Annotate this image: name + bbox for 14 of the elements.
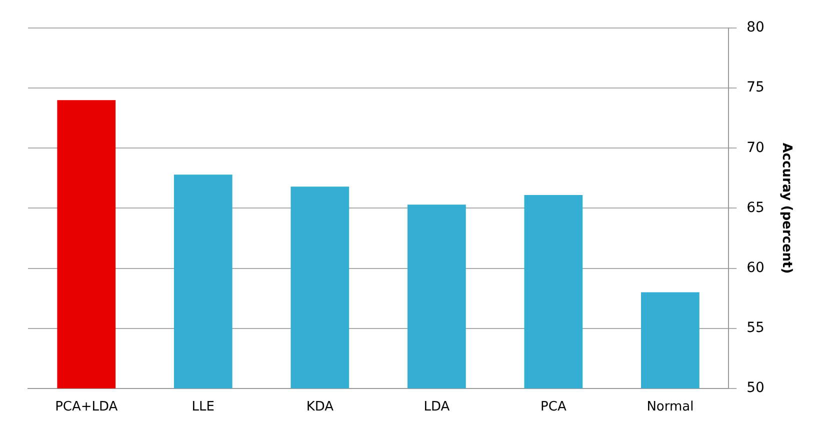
x-tick-label: PCA <box>540 400 566 415</box>
y-tick-label: 55 <box>746 320 764 336</box>
x-tick-label: Normal <box>646 400 694 415</box>
x-tick-label: LDA <box>424 400 450 415</box>
y-tick-label: 65 <box>746 200 764 216</box>
y-axis-title: Accuray (percent) <box>778 142 794 274</box>
y-tick-label: 80 <box>746 20 764 36</box>
y-tick-label: 70 <box>746 140 764 156</box>
x-tick-label: KDA <box>306 400 334 415</box>
y-tick-label: 60 <box>746 260 764 276</box>
x-tick-label: PCA+LDA <box>55 400 118 415</box>
x-tick-label: LLE <box>192 400 214 415</box>
y-tick-label: 75 <box>746 80 764 96</box>
y-tick-label: 50 <box>746 380 764 396</box>
